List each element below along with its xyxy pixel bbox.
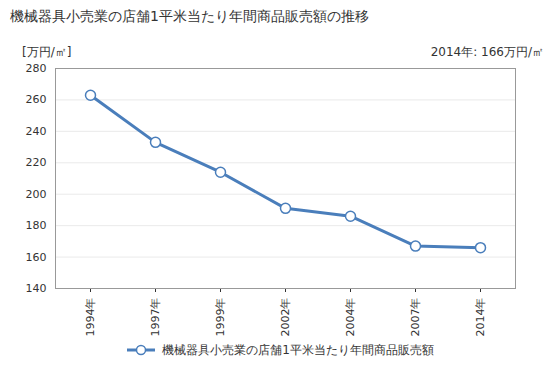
html-text:[万円/㎡]: [万円/㎡] bbox=[22, 45, 72, 59]
svg-text:260: 260 bbox=[26, 93, 47, 106]
svg-text:280: 280 bbox=[26, 62, 47, 75]
html-text:機械器具小売業の店舗1平米当たり年間商品販売額の推移: 機械器具小売業の店舗1平米当たり年間商品販売額の推移 bbox=[10, 8, 369, 24]
svg-text:2007年: 2007年 bbox=[409, 298, 422, 337]
svg-text:240: 240 bbox=[26, 125, 47, 138]
html-text:機械器具小売業の店舗1平米当たり年間商品販売額: 機械器具小売業の店舗1平米当たり年間商品販売額 bbox=[162, 342, 434, 357]
svg-text:2004年: 2004年 bbox=[344, 298, 357, 337]
svg-text:140: 140 bbox=[26, 282, 47, 295]
svg-text:1994年: 1994年 bbox=[84, 298, 97, 337]
svg-text:220: 220 bbox=[26, 156, 47, 169]
svg-text:2014年: 2014年 bbox=[474, 298, 487, 337]
svg-text:1999年: 1999年 bbox=[214, 298, 227, 337]
svg-text:200: 200 bbox=[26, 188, 47, 201]
svg-text:2002年: 2002年 bbox=[279, 298, 292, 337]
svg-text:180: 180 bbox=[26, 219, 47, 232]
svg-text:1997年: 1997年 bbox=[149, 298, 162, 337]
html-text:2014年: 166万円/㎡: 2014年: 166万円/㎡ bbox=[430, 45, 544, 59]
svg-text:160: 160 bbox=[26, 251, 47, 264]
